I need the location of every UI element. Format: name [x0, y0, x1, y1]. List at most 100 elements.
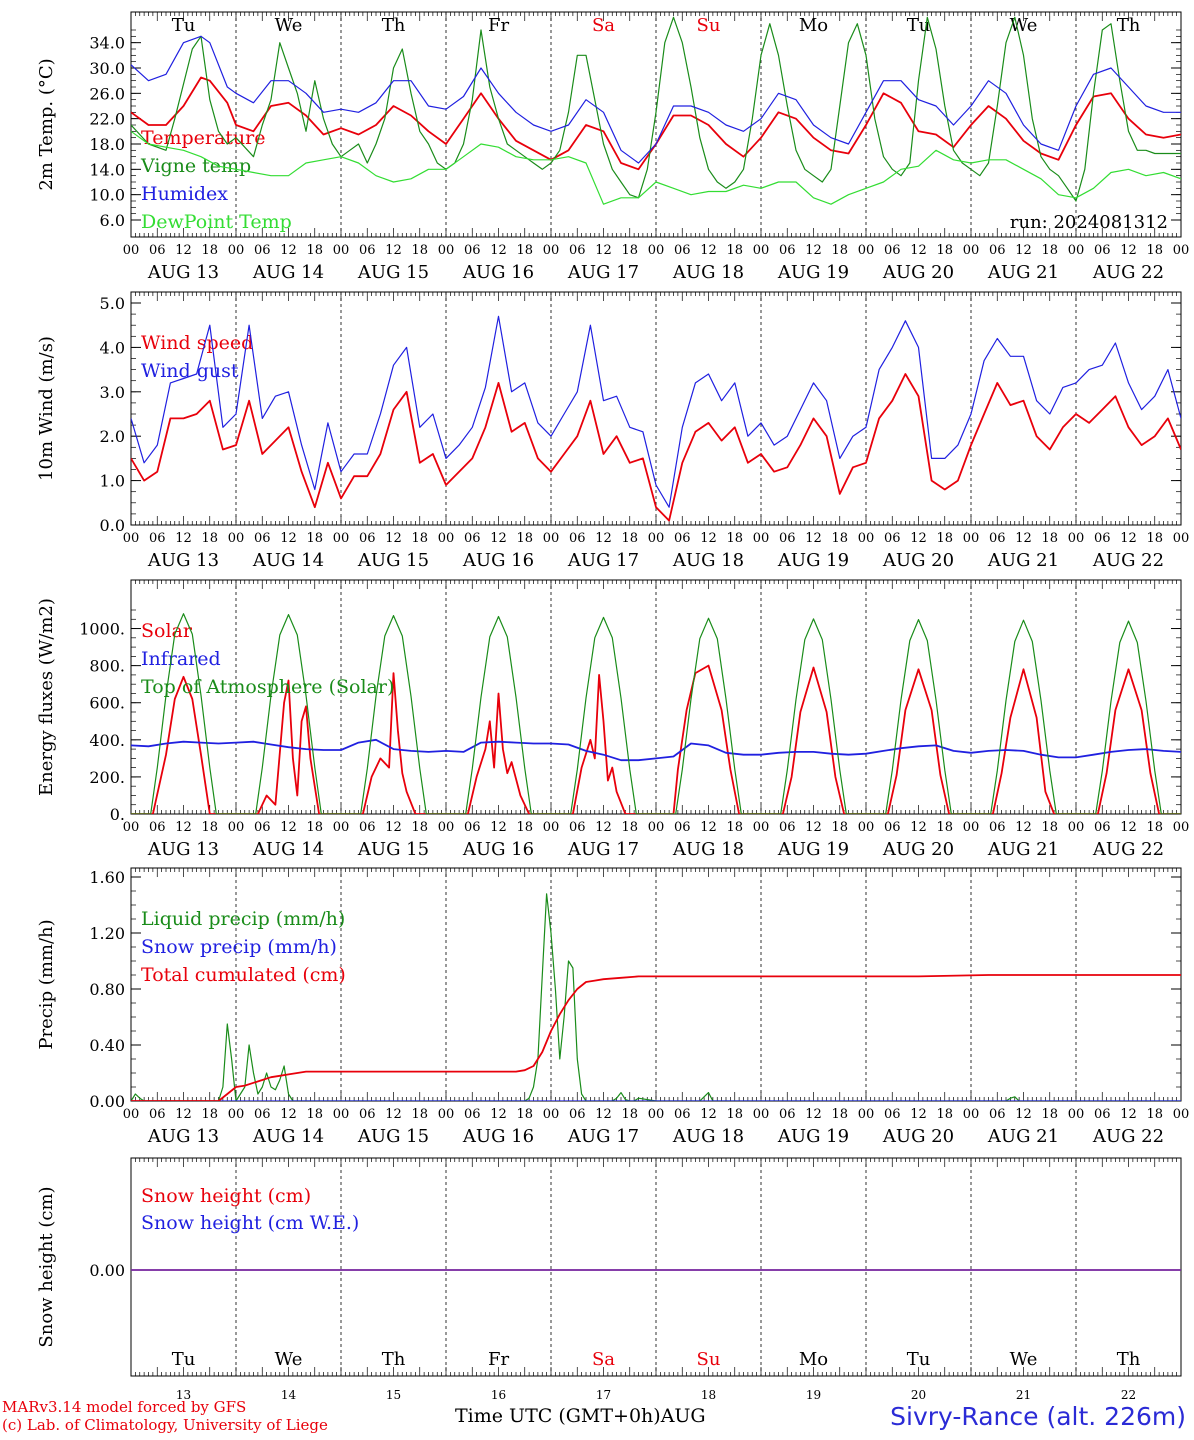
hour-tick-label: 12 [805, 243, 822, 258]
hour-tick-label: 18 [1041, 531, 1058, 546]
y-tick-label: 1000. [79, 620, 125, 639]
hour-tick-label: 06 [569, 243, 586, 258]
hour-tick-label: 06 [674, 820, 691, 835]
hour-tick-label: 12 [595, 820, 612, 835]
date-label: AUG 13 [147, 1126, 219, 1147]
legend-label: Solar [141, 620, 193, 642]
date-label: AUG 15 [357, 839, 429, 860]
hour-tick-label: 00 [123, 1107, 140, 1122]
hour-tick-label: 12 [595, 243, 612, 258]
hour-tick-label: 12 [1015, 243, 1032, 258]
hour-tick-label: 18 [411, 531, 428, 546]
hour-tick-label: 00 [123, 243, 140, 258]
date-label: AUG 19 [777, 1126, 849, 1147]
y-tick-label: 0.00 [89, 1092, 125, 1111]
date-label: AUG 17 [567, 1126, 639, 1147]
legend-label: Snow precip (mm/h) [141, 936, 337, 958]
hour-tick-label: 06 [464, 531, 481, 546]
date-label: AUG 16 [462, 262, 534, 283]
hour-tick-label: 12 [280, 243, 297, 258]
hour-tick-label: 06 [674, 531, 691, 546]
hour-tick-label: 06 [779, 1107, 796, 1122]
hour-tick-label: 12 [490, 1107, 507, 1122]
date-label: AUG 20 [882, 1126, 954, 1147]
hour-tick-label: 06 [989, 820, 1006, 835]
hour-tick-label: 06 [464, 820, 481, 835]
hour-tick-label: 06 [149, 820, 166, 835]
date-label: AUG 14 [252, 1126, 324, 1147]
day-number-label: 16 [491, 1388, 506, 1402]
hour-tick-label: 06 [779, 820, 796, 835]
hour-tick-label: 00 [753, 531, 770, 546]
y-axis-label: Snow height (cm) [36, 1186, 57, 1347]
hour-tick-label: 18 [1146, 243, 1163, 258]
hour-tick-label: 18 [201, 820, 218, 835]
hour-tick-label: 00 [543, 1107, 560, 1122]
date-label: AUG 21 [987, 262, 1059, 283]
y-tick-label: 400. [89, 731, 125, 750]
hour-tick-label: 18 [411, 1107, 428, 1122]
series-line-solar [131, 664, 1181, 814]
run-annotation: run: 2024081312 [1010, 212, 1168, 233]
hour-tick-label: 00 [438, 1107, 455, 1122]
hour-tick-label: 00 [858, 531, 875, 546]
date-label: AUG 21 [987, 1126, 1059, 1147]
hour-tick-label: 00 [1173, 243, 1190, 258]
legend-label: DewPoint Temp [141, 211, 292, 233]
hour-tick-label: 12 [700, 531, 717, 546]
y-tick-label: 10.0 [89, 186, 125, 205]
hour-tick-label: 12 [175, 1107, 192, 1122]
legend-label: Total cumulated (cm) [141, 964, 346, 986]
hour-tick-label: 06 [884, 531, 901, 546]
series-line-top-of-atmosphere-solar- [131, 613, 1181, 814]
legend-label: Top of Atmosphere (Solar) [141, 676, 394, 698]
weekday-label: Su [697, 1349, 721, 1370]
hour-tick-label: 12 [385, 243, 402, 258]
hour-tick-label: 00 [438, 243, 455, 258]
hour-tick-label: 12 [490, 531, 507, 546]
weekday-label: Th [1117, 1349, 1141, 1370]
hour-tick-label: 00 [963, 820, 980, 835]
hour-tick-label: 06 [149, 1107, 166, 1122]
hour-tick-label: 06 [149, 531, 166, 546]
weekday-label: Fr [488, 15, 509, 36]
hour-tick-label: 06 [359, 1107, 376, 1122]
y-tick-label: 0.40 [89, 1036, 125, 1055]
weekday-label: Sa [592, 1349, 615, 1370]
hour-tick-label: 00 [753, 243, 770, 258]
hour-tick-label: 18 [516, 1107, 533, 1122]
date-label: AUG 17 [567, 550, 639, 571]
hour-tick-label: 18 [1146, 1107, 1163, 1122]
date-label: AUG 15 [357, 262, 429, 283]
date-label: AUG 18 [672, 1126, 744, 1147]
legend-label: Humidex [141, 183, 228, 205]
weekday-label: We [1010, 15, 1038, 36]
hour-tick-label: 12 [700, 243, 717, 258]
weekday-label: Tu [172, 15, 196, 36]
y-tick-label: 1.60 [89, 868, 125, 887]
hour-tick-label: 18 [831, 243, 848, 258]
legend-label: Temperature [141, 127, 265, 149]
weekday-label: We [275, 1349, 303, 1370]
hour-tick-label: 18 [1041, 1107, 1058, 1122]
hour-tick-label: 06 [779, 531, 796, 546]
hour-tick-label: 00 [648, 1107, 665, 1122]
panel-snow: 0.00 Snow height (cm) Tu 13 We 14 Th 15 Fr 16 Sa 17… [36, 1157, 1182, 1402]
y-tick-label: 1.0 [100, 472, 125, 491]
hour-tick-label: 18 [306, 531, 323, 546]
hour-tick-label: 12 [910, 820, 927, 835]
y-tick-label: 4.0 [100, 338, 125, 357]
date-label: AUG 16 [462, 839, 534, 860]
hour-tick-label: 12 [805, 820, 822, 835]
date-label: AUG 16 [462, 1126, 534, 1147]
hour-tick-label: 12 [490, 243, 507, 258]
y-tick-label: 800. [89, 657, 125, 676]
date-label: AUG 13 [147, 839, 219, 860]
y-tick-label: 14.0 [89, 160, 125, 179]
hour-tick-label: 18 [516, 531, 533, 546]
hour-tick-label: 00 [333, 531, 350, 546]
date-label: AUG 16 [462, 550, 534, 571]
hour-tick-label: 12 [1015, 1107, 1032, 1122]
hour-tick-label: 06 [884, 1107, 901, 1122]
hour-tick-label: 12 [385, 531, 402, 546]
